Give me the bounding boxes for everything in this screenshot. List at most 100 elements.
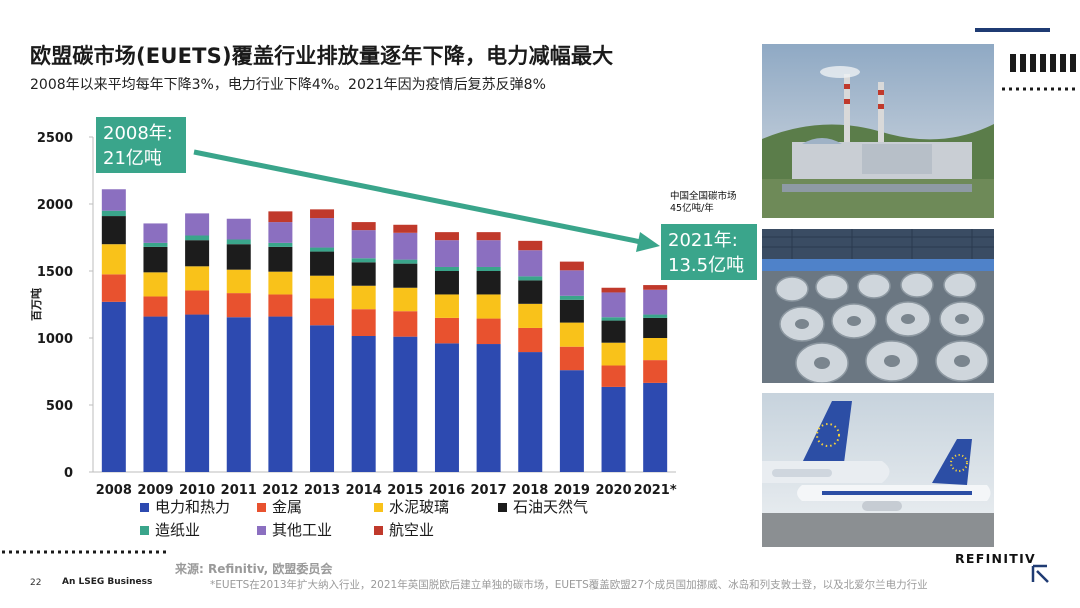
bar-segment — [268, 246, 293, 272]
page-number: 22 — [30, 578, 42, 588]
bar-segment — [268, 222, 293, 243]
bar-segment — [476, 318, 501, 345]
legend-label: 金属 — [272, 498, 302, 516]
bar-segment — [226, 317, 251, 472]
power-plant-photo — [762, 44, 994, 218]
legend-swatch — [140, 526, 149, 535]
legend-label: 造纸业 — [155, 521, 200, 539]
bar-segment — [393, 224, 418, 233]
bar-segment — [101, 301, 126, 472]
legend-swatch — [140, 503, 149, 512]
bar-segment — [393, 287, 418, 312]
bar-segment — [185, 290, 210, 315]
bar-segment — [643, 285, 668, 290]
legend-label: 石油天然气 — [513, 498, 588, 516]
bar-segment — [643, 338, 668, 361]
bar-segment — [351, 309, 376, 336]
bar-segment — [310, 275, 335, 299]
source-note: 来源: Refinitiv, 欧盟委员会 — [175, 562, 333, 576]
x-tick-label: 2012 — [262, 483, 298, 498]
legend-label: 电力和热力 — [155, 498, 230, 516]
legend-swatch — [498, 503, 507, 512]
y-tick-label: 1000 — [37, 332, 73, 347]
bar-segment — [518, 352, 543, 472]
bar-segment — [268, 271, 293, 295]
x-tick-label: 2010 — [179, 483, 215, 498]
legend-swatch — [257, 526, 266, 535]
x-tick-label: 2018 — [512, 483, 548, 498]
bar-segment — [226, 244, 251, 270]
bar-segment — [101, 244, 126, 275]
china-market-note-line1: 中国全国碳市场 — [670, 191, 737, 202]
legend-swatch — [374, 526, 383, 535]
legend-label: 水泥玻璃 — [389, 498, 449, 516]
x-tick-label: 2016 — [429, 483, 465, 498]
top-right-dots-icon — [1002, 87, 1078, 91]
bar-segment — [601, 342, 626, 366]
bar-segment — [559, 299, 584, 323]
bar-segment — [268, 242, 293, 247]
annotation-value: 21亿吨 — [103, 148, 162, 169]
bar-segment — [643, 360, 668, 383]
bar-segment — [143, 272, 168, 297]
legend-label: 航空业 — [389, 521, 434, 539]
bar-segment — [559, 261, 584, 271]
y-axis-label: 百万吨 — [29, 288, 43, 321]
bar-segment — [518, 240, 543, 251]
bar-segment — [601, 287, 626, 293]
page-subtitle: 2008年以来平均每年下降3%，电力行业下降4%。2021年因为疫情后复苏反弹8… — [30, 77, 546, 93]
bar-segment — [185, 266, 210, 291]
steel-coils-photo — [762, 229, 994, 383]
bar-segment — [310, 325, 335, 472]
bar-segment — [393, 263, 418, 288]
y-tick-label: 500 — [46, 399, 73, 414]
x-tick-label: 2011 — [221, 483, 257, 498]
bar-segment — [518, 250, 543, 277]
y-tick-label: 1500 — [37, 265, 73, 280]
bar-segment — [559, 322, 584, 347]
bar-segment — [185, 314, 210, 472]
x-tick-label: 2014 — [346, 483, 382, 498]
bar-segment — [434, 266, 459, 271]
bar-segment — [185, 235, 210, 241]
legend-swatch — [374, 503, 383, 512]
legend-swatch — [257, 503, 266, 512]
x-tick-label: 2015 — [387, 483, 423, 498]
bar-segment — [310, 218, 335, 248]
annotation-box — [96, 117, 186, 173]
bar-segment — [143, 316, 168, 472]
bar-segment — [559, 370, 584, 472]
bar-segment — [643, 382, 668, 472]
bar-segment — [601, 292, 626, 318]
bar-segment — [101, 216, 126, 245]
annotation-label: 2021年: — [668, 230, 738, 251]
footnote: *EUETS在2013年扩大纳入行业，2021年英国脱欧后建立单独的碳市场，EU… — [210, 579, 928, 591]
china-market-note-line2: 45亿吨/年 — [670, 203, 714, 214]
bar-segment — [518, 276, 543, 281]
footer-dotted-line — [2, 550, 168, 554]
bar-segment — [434, 294, 459, 318]
bar-segment — [101, 189, 126, 211]
bar-segment — [393, 311, 418, 337]
top-accent-line — [975, 28, 1050, 32]
bar-segment — [643, 289, 668, 315]
bar-segment — [310, 247, 335, 252]
legend-label: 其他工业 — [272, 521, 332, 539]
bar-segment — [101, 210, 126, 217]
bar-segment — [226, 218, 251, 240]
bar-segment — [226, 269, 251, 294]
bar-segment — [268, 211, 293, 223]
bar-segment — [559, 346, 584, 371]
bar-segment — [143, 246, 168, 273]
x-tick-label: 2013 — [304, 483, 340, 498]
bar-segment — [518, 280, 543, 304]
bar-segment — [393, 259, 418, 264]
bar-segment — [226, 293, 251, 318]
bar-segment — [476, 232, 501, 241]
bar-segment — [351, 262, 376, 286]
bar-segment — [601, 365, 626, 387]
top-right-stripes-icon — [1010, 54, 1076, 72]
bar-segment — [601, 386, 626, 472]
bar-segment — [268, 294, 293, 317]
company-label: An LSEG Business — [62, 577, 153, 587]
